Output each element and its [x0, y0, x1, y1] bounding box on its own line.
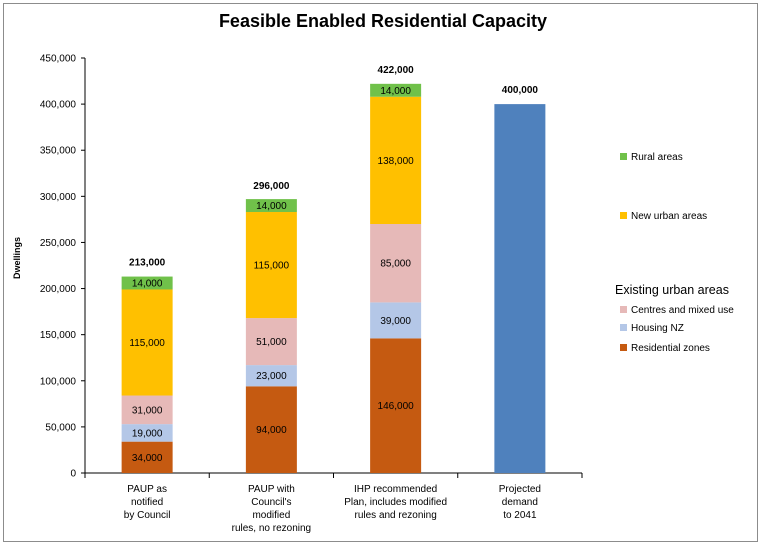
y-tick-label: 400,000	[40, 100, 77, 111]
total-label: 400,000	[502, 85, 539, 96]
bar-segment	[121, 289, 173, 396]
bar-segment	[370, 83, 422, 97]
bar-segment	[245, 212, 297, 319]
bar-segment	[121, 276, 173, 290]
legend-label: Rural areas	[631, 152, 683, 163]
bar-segment	[121, 441, 173, 473]
data-label: 115,000	[254, 261, 290, 272]
bar-segment	[245, 386, 297, 473]
data-label: 19,000	[132, 428, 163, 439]
data-label: 34,000	[132, 453, 163, 464]
y-tick-label: 300,000	[40, 192, 77, 203]
x-tick-label: PAUP with Council's modified rules, no rezo…	[232, 484, 312, 534]
data-label: 146,000	[378, 401, 415, 412]
data-label: 14,000	[380, 86, 411, 97]
legend-swatch	[620, 324, 627, 331]
y-tick-label: 200,000	[40, 284, 77, 295]
y-tick-label: 350,000	[40, 146, 77, 157]
x-tick-label: IHP recommended Plan, includes modified ru…	[344, 484, 447, 521]
bars: 34,000 19,000 31,000 115,000 14,000 213,000 94…	[121, 65, 546, 473]
data-label: 23,000	[256, 371, 287, 382]
bar-segment	[370, 224, 422, 303]
axes: 0 50,000 100,000 150,000 200,000 250,000 300,0…	[40, 54, 583, 534]
bar-segment	[370, 96, 422, 224]
legend: Rural areas New urban areas Existing urban…	[615, 152, 734, 354]
legend-label: Residential zones	[631, 343, 710, 354]
data-label: 115,000	[129, 338, 165, 349]
x-tick-label: PAUP as notified by Council	[124, 484, 171, 521]
chart-title: Feasible Enabled Residential Capacity	[219, 11, 547, 31]
data-label: 138,000	[378, 156, 415, 167]
legend-swatch	[620, 344, 627, 351]
data-label: 94,000	[256, 425, 287, 436]
y-tick-label: 50,000	[45, 422, 76, 433]
y-tick-label: 250,000	[40, 238, 77, 249]
data-label: 14,000	[256, 201, 287, 212]
legend-label: Housing NZ	[631, 323, 684, 334]
data-label: 31,000	[132, 405, 163, 416]
total-label: 296,000	[253, 181, 290, 192]
y-axis-label: Dwellings	[12, 237, 22, 279]
legend-label: Centres and mixed use	[631, 305, 734, 316]
y-tick-label: 0	[70, 469, 76, 480]
bar-segment	[370, 338, 422, 473]
bar-segment	[370, 302, 422, 339]
x-tick-label: Projected demand to 2041	[499, 484, 541, 521]
total-label: 422,000	[378, 65, 415, 76]
data-label: 51,000	[256, 337, 287, 348]
bar-segment	[245, 199, 297, 213]
total-label: 213,000	[129, 258, 166, 269]
legend-swatch	[620, 306, 627, 313]
data-label: 85,000	[380, 259, 411, 270]
bar-segment	[121, 424, 173, 442]
bar-segment	[494, 104, 546, 473]
bar-segment	[121, 395, 173, 425]
legend-group-heading: Existing urban areas	[615, 283, 729, 297]
bar-segment	[245, 318, 297, 366]
bar-segment	[245, 365, 297, 387]
data-label: 14,000	[132, 279, 163, 290]
y-tick-label: 150,000	[40, 330, 77, 341]
legend-swatch	[620, 212, 627, 219]
y-tick-label: 450,000	[40, 54, 77, 65]
legend-label: New urban areas	[631, 211, 707, 222]
legend-swatch	[620, 153, 627, 160]
y-tick-label: 100,000	[40, 376, 77, 387]
data-label: 39,000	[380, 316, 411, 327]
